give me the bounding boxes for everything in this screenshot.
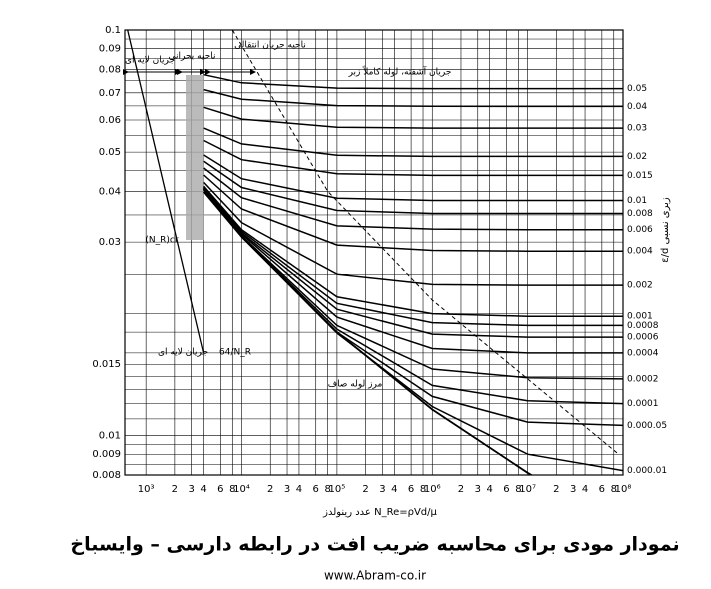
x-tick-label: 3 <box>284 484 290 495</box>
x-tick-label: 8 <box>229 484 235 495</box>
moody-curve <box>203 88 623 108</box>
y-tick-label: 0.05 <box>99 147 121 158</box>
moody-curve <box>203 189 623 472</box>
smooth-pipe-label: مرز لوله صاف <box>328 380 383 390</box>
transition-zone-label: ناحیه جریان انتقالی <box>234 41 306 51</box>
y-tick-label: 0.08 <box>99 64 121 75</box>
x-tick-label: 8 <box>420 484 426 495</box>
x-tick-label: 6 <box>599 484 605 495</box>
laminar-formula: 64/N_R <box>219 348 251 358</box>
y-tick-label: 0.07 <box>99 88 121 99</box>
legend-label: 0.006 <box>627 225 653 235</box>
x-tick-label: 10⁷ <box>519 484 536 495</box>
legend-label: 0.02 <box>627 152 647 162</box>
legend-label: 0.0001 <box>627 399 659 409</box>
legend-label: 0.004 <box>627 247 653 257</box>
moody-curve <box>203 139 623 177</box>
x-tick-label: 2 <box>458 484 464 495</box>
moody-curve <box>203 167 623 231</box>
y2-axis-label: ε/d زبری نسبی <box>660 197 671 263</box>
legend-label: 0.008 <box>627 209 653 219</box>
x-tick-label: 6 <box>217 484 223 495</box>
legend-label: 0.03 <box>627 124 647 134</box>
x-tick-label: 8 <box>515 484 521 495</box>
moody-curve <box>203 154 623 202</box>
moody-curve <box>203 127 623 158</box>
legend-label: 0.000.01 <box>627 466 667 476</box>
moody-curve <box>203 73 623 90</box>
y-tick-label: 0.09 <box>99 44 121 55</box>
critical-zone-label: ناحیه بحرانی <box>169 52 216 62</box>
y-tick-label: 0.06 <box>99 115 121 126</box>
x-tick-label: 4 <box>486 484 492 495</box>
legend-label: 0.0004 <box>627 348 659 358</box>
y-tick-label: 0.1 <box>105 25 121 36</box>
legend-label: 0.0008 <box>627 321 659 331</box>
legend-label: 0.000.05 <box>627 421 667 431</box>
moody-curve <box>203 181 623 286</box>
x-tick-label: 8 <box>611 484 617 495</box>
curves <box>127 30 623 475</box>
chart-title: نمودار مودی برای محاسبه ضریب افت در رابط… <box>70 534 679 556</box>
smooth-pipe-curve <box>202 191 534 475</box>
rough-boundary-line <box>231 30 619 455</box>
x-tick-label: 6 <box>408 484 414 495</box>
x-tick-label: 8 <box>324 484 330 495</box>
source-url: www.Abram-co.ir <box>324 569 426 583</box>
x-tick-label: 6 <box>503 484 509 495</box>
y-tick-label: 0.03 <box>99 237 121 248</box>
y-tick-label: 0.009 <box>92 449 121 460</box>
x-tick-label: 10⁴ <box>233 484 250 495</box>
legend-label: 0.001 <box>627 312 653 322</box>
plot-frame <box>124 29 624 476</box>
moody-curve <box>203 188 623 380</box>
y-tick-label: 0.015 <box>92 359 121 370</box>
y-tick-label: 0.008 <box>92 470 121 481</box>
x-tick-label: 10⁵ <box>329 484 346 495</box>
x-tick-label: 2 <box>172 484 178 495</box>
x-tick-label: 3 <box>379 484 385 495</box>
legend-label: 0.0006 <box>627 333 659 343</box>
legend-label: 0.0002 <box>627 374 659 384</box>
moody-curve <box>203 187 623 354</box>
x-tick-label: 3 <box>188 484 194 495</box>
x-tick-label: 4 <box>391 484 397 495</box>
y-tick-label: 0.01 <box>99 431 121 442</box>
x-tick-label: 3 <box>475 484 481 495</box>
x-tick-label: 6 <box>313 484 319 495</box>
rough-zone-label: جریان آشفته، لوله کاملاً زبر <box>348 65 452 77</box>
legend-label: 0.002 <box>627 281 653 291</box>
x-tick-label: 10³ <box>138 484 155 495</box>
x-tick-label: 2 <box>267 484 273 495</box>
x-tick-label: 3 <box>570 484 576 495</box>
moody-curve <box>203 185 623 317</box>
x-tick-label: 4 <box>296 484 302 495</box>
x-tick-label: 4 <box>200 484 206 495</box>
x-tick-label: 10⁸ <box>615 484 632 495</box>
legend-label: 0.04 <box>627 102 647 112</box>
moody-curve <box>203 189 623 427</box>
x-tick-label: 4 <box>582 484 588 495</box>
laminar-line-label: جریان لایه ای <box>158 348 208 358</box>
x-tick-label: 2 <box>553 484 559 495</box>
legend-label: 0.05 <box>627 84 647 94</box>
moody-curve <box>203 188 623 405</box>
moody-curve <box>203 174 623 252</box>
x-tick-label: 10⁶ <box>424 484 441 495</box>
critical-zone-band <box>186 75 204 240</box>
moody-curve <box>203 106 623 129</box>
y-tick-label: 0.04 <box>99 186 121 197</box>
moody-curve <box>203 186 623 327</box>
legend-label: 0.015 <box>627 171 653 181</box>
moody-curve <box>203 160 623 215</box>
x-axis-label: عدد رینولدز N_Re=ρVd/μ <box>322 507 437 518</box>
laminar-zone-label: جریان لایه ای <box>125 56 175 66</box>
x-tick-label: 2 <box>362 484 368 495</box>
legend-label: 0.01 <box>627 196 647 206</box>
critical-re-label: (N_R)cr <box>145 236 178 246</box>
